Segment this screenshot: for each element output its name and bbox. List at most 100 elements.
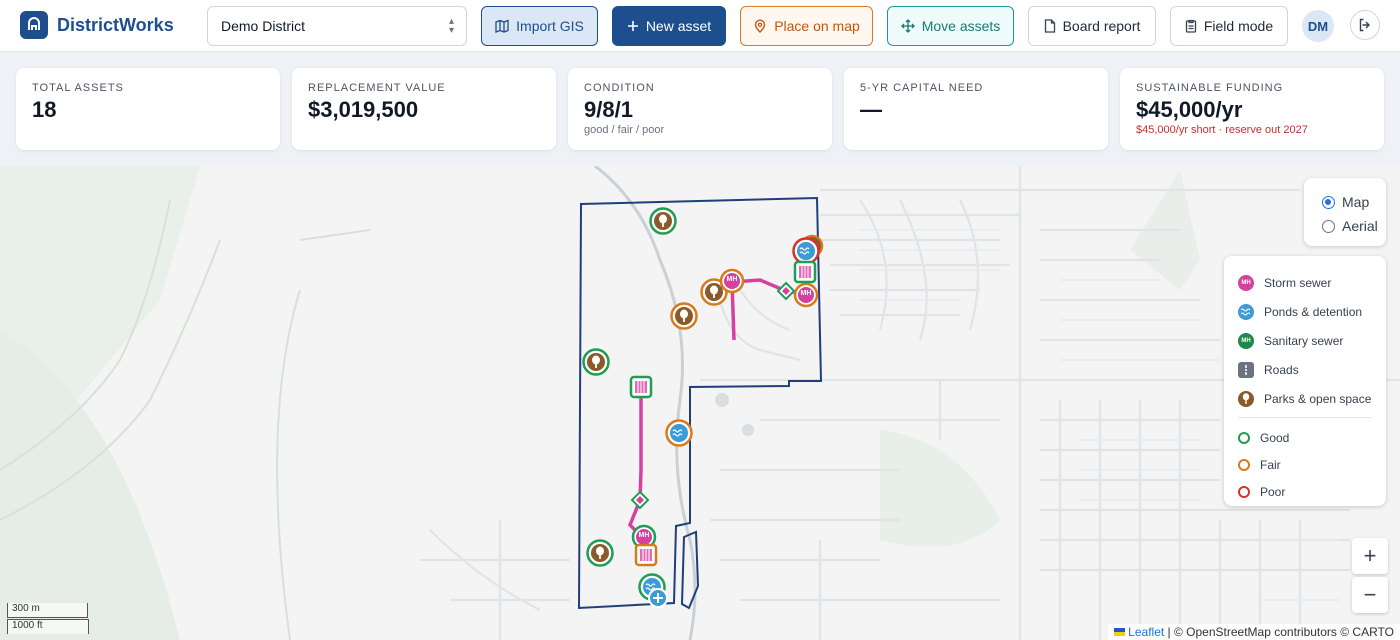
manhole-label: MH	[638, 532, 650, 539]
kpi-value: 9/8/1	[584, 97, 633, 122]
field-mode-button[interactable]: Field mode	[1170, 6, 1288, 46]
manhole-asset-marker[interactable]	[631, 524, 657, 550]
brand[interactable]: DistrictWorks	[20, 11, 174, 39]
import-gis-label: Import GIS	[516, 18, 584, 34]
kpi-sustainable-funding: SUSTAINABLE FUNDING $45,000/yr $45,000/y…	[1120, 68, 1384, 150]
park-icon	[1238, 390, 1254, 407]
leaflet-link[interactable]: Leaflet	[1128, 625, 1165, 639]
radio-button[interactable]	[1322, 219, 1335, 233]
asset-markers-layer	[582, 207, 824, 608]
layer-option-label: Aerial	[1342, 218, 1378, 234]
asset-map[interactable]: MH MH MH	[0, 166, 1400, 640]
clipboard-icon	[1185, 19, 1197, 33]
layer-option-map[interactable]: Map	[1322, 190, 1386, 214]
kpi-replacement-value: REPLACEMENT VALUE $3,019,500	[292, 68, 556, 150]
inlet-asset-marker[interactable]	[629, 375, 653, 399]
user-avatar[interactable]: DM	[1302, 10, 1334, 42]
legend-condition-fair: Fair	[1238, 451, 1372, 478]
park-asset-marker[interactable]	[649, 207, 677, 235]
sanitary-sewer-icon: MH	[1238, 332, 1254, 349]
outfall-asset-marker[interactable]	[776, 281, 796, 301]
kpi-label: CONDITION	[584, 82, 655, 94]
map-pin-icon	[754, 19, 766, 33]
park-asset-marker[interactable]	[700, 278, 728, 306]
legend-label: Roads	[1264, 362, 1299, 377]
board-report-label: Board report	[1062, 18, 1141, 34]
legend-label: Ponds & detention	[1264, 304, 1363, 319]
legend-item-roads: Roads	[1238, 355, 1372, 384]
attribution-text: | © OpenStreetMap contributors © CARTO	[1167, 625, 1394, 639]
map-tiles	[0, 166, 1400, 640]
map-attribution: Leaflet | © OpenStreetMap contributors ©…	[1108, 624, 1400, 640]
poor-condition-ring-icon	[1238, 485, 1250, 498]
legend-label: Sanitary sewer	[1264, 333, 1344, 348]
inlet-asset-marker[interactable]	[793, 260, 817, 284]
legend-divider	[1238, 417, 1372, 418]
kpi-label: SUSTAINABLE FUNDING	[1136, 82, 1284, 94]
legend-label: Parks & open space	[1264, 391, 1372, 406]
pond-asset-marker[interactable]	[665, 419, 693, 447]
kpi-capital-need: 5-YR CAPITAL NEED —	[844, 68, 1108, 150]
district-select-value: Demo District	[221, 18, 306, 34]
kpi-value: $45,000/yr	[1136, 97, 1243, 122]
layer-option-label: Map	[1342, 194, 1370, 210]
kpi-value: —	[860, 97, 882, 122]
road-icon	[1238, 361, 1254, 378]
zoom-out-button[interactable]: −	[1352, 577, 1388, 613]
manhole-asset-marker[interactable]	[719, 268, 745, 294]
legend-item-sanitary-sewer: MH Sanitary sewer	[1238, 326, 1372, 355]
place-on-map-label: Place on map	[774, 18, 860, 34]
kpi-total-assets: TOTAL ASSETS 18	[16, 68, 280, 150]
park-asset-marker[interactable]	[586, 539, 614, 567]
manhole-label: MH	[800, 290, 812, 297]
base-layer-toggle: Map Aerial	[1304, 178, 1386, 246]
legend-label: Poor	[1260, 484, 1286, 499]
legend-label: Good	[1260, 430, 1290, 445]
scale-bar-imperial: 1000 ft	[7, 619, 89, 634]
legend-condition-good: Good	[1238, 424, 1372, 451]
pond-asset-marker[interactable]	[792, 237, 820, 265]
park-asset-marker[interactable]	[670, 302, 698, 330]
move-arrows-icon	[900, 19, 915, 33]
zoom-in-button[interactable]: +	[1352, 538, 1388, 574]
move-assets-label: Move assets	[921, 18, 1001, 34]
manhole-label: MH	[726, 276, 738, 283]
radio-button[interactable]	[1322, 195, 1335, 209]
brand-name: DistrictWorks	[57, 14, 174, 35]
map-fold-icon	[495, 19, 509, 33]
kpi-subtext: good / fair / poor	[584, 124, 665, 136]
scale-bar-metric: 300 m	[7, 603, 88, 618]
board-report-button[interactable]: Board report	[1028, 6, 1156, 46]
kpi-label: 5-YR CAPITAL NEED	[860, 82, 984, 94]
pump-asset-marker[interactable]	[648, 588, 668, 608]
brand-logo-icon	[20, 11, 48, 39]
layer-option-aerial[interactable]: Aerial	[1322, 214, 1386, 238]
field-mode-label: Field mode	[1203, 18, 1274, 34]
legend-item-parks: Parks & open space	[1238, 384, 1372, 413]
plus-icon	[627, 21, 638, 31]
document-icon	[1044, 19, 1055, 33]
district-select[interactable]: Demo District ▴ ▾	[207, 6, 467, 46]
inlet-asset-marker[interactable]	[634, 543, 658, 567]
kpi-condition: CONDITION 9/8/1 good / fair / poor	[568, 68, 832, 150]
move-assets-button[interactable]: Move assets	[887, 6, 1014, 46]
legend-condition-poor: Poor	[1238, 478, 1372, 505]
outfall-asset-marker[interactable]	[630, 490, 650, 510]
place-on-map-button[interactable]: Place on map	[740, 6, 873, 46]
logout-button[interactable]	[1350, 10, 1380, 40]
legend-item-ponds: Ponds & detention	[1238, 297, 1372, 326]
select-chevron-icon: ▴ ▾	[448, 16, 454, 36]
pond-icon	[1238, 303, 1254, 320]
new-asset-label: New asset	[645, 18, 712, 34]
import-gis-button[interactable]: Import GIS	[481, 6, 598, 46]
map-legend: MH Storm sewer Ponds & detention MH Sani…	[1224, 256, 1386, 506]
kpi-label: TOTAL ASSETS	[32, 82, 124, 94]
park-asset-marker[interactable]	[582, 348, 610, 376]
new-asset-button[interactable]: New asset	[612, 6, 726, 46]
logout-icon	[1359, 18, 1370, 32]
kpi-value: 18	[32, 97, 57, 122]
legend-label: Storm sewer	[1264, 275, 1332, 290]
manhole-asset-marker[interactable]	[793, 282, 819, 308]
storm-sewer-icon: MH	[1238, 274, 1254, 291]
legend-item-storm-sewer: MH Storm sewer	[1238, 268, 1372, 297]
